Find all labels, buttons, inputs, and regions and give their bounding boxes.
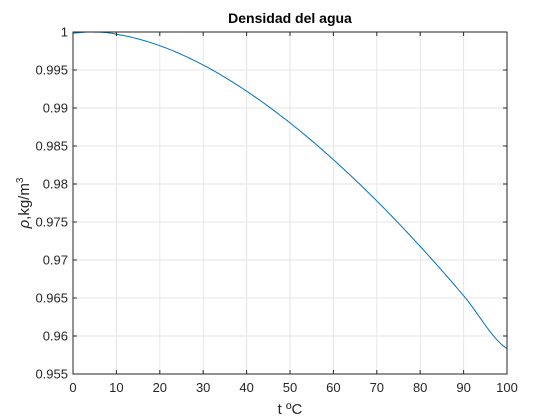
y-tick-label: 0.96 (43, 329, 68, 344)
y-tick-label: 1 (61, 25, 68, 40)
y-tick-label: 0.97 (43, 253, 68, 268)
y-tick-label: 0.965 (35, 291, 68, 306)
y-axis-unit: ,kg/m (16, 183, 33, 220)
y-axis-title: ρ,kg/m3 (15, 177, 33, 229)
y-tick-label: 0.99 (43, 101, 68, 116)
x-tick-label: 20 (153, 380, 167, 395)
x-tick-label: 40 (239, 380, 253, 395)
chart-title: Densidad del agua (228, 10, 352, 26)
x-axis-title: t ºC (278, 401, 303, 418)
y-axis-exponent: 3 (15, 177, 26, 183)
series-layer (72, 31, 508, 349)
y-axis-symbol: ρ (16, 219, 33, 229)
density-line (72, 31, 508, 349)
x-tick-label: 100 (496, 380, 518, 395)
y-tick-label: 0.98 (43, 177, 68, 192)
x-tick-label: 10 (109, 380, 123, 395)
y-tick-label: 0.975 (35, 215, 68, 230)
x-tick-label: 60 (326, 380, 340, 395)
x-tick-label: 30 (196, 380, 210, 395)
x-tick-label: 70 (370, 380, 384, 395)
x-tick-label: 50 (283, 380, 297, 395)
x-tick-label: 80 (413, 380, 427, 395)
y-tick-label: 0.955 (35, 367, 68, 382)
tick-labels: 0 10 20 30 40 50 60 70 80 90 100 0.955 0.96 0.965 0.97… (35, 25, 517, 396)
x-tick-label: 90 (456, 380, 470, 395)
x-tick-label: 0 (69, 380, 76, 395)
ticks (72, 31, 508, 375)
y-tick-label: 0.995 (35, 63, 68, 78)
y-tick-label: 0.985 (35, 139, 68, 154)
